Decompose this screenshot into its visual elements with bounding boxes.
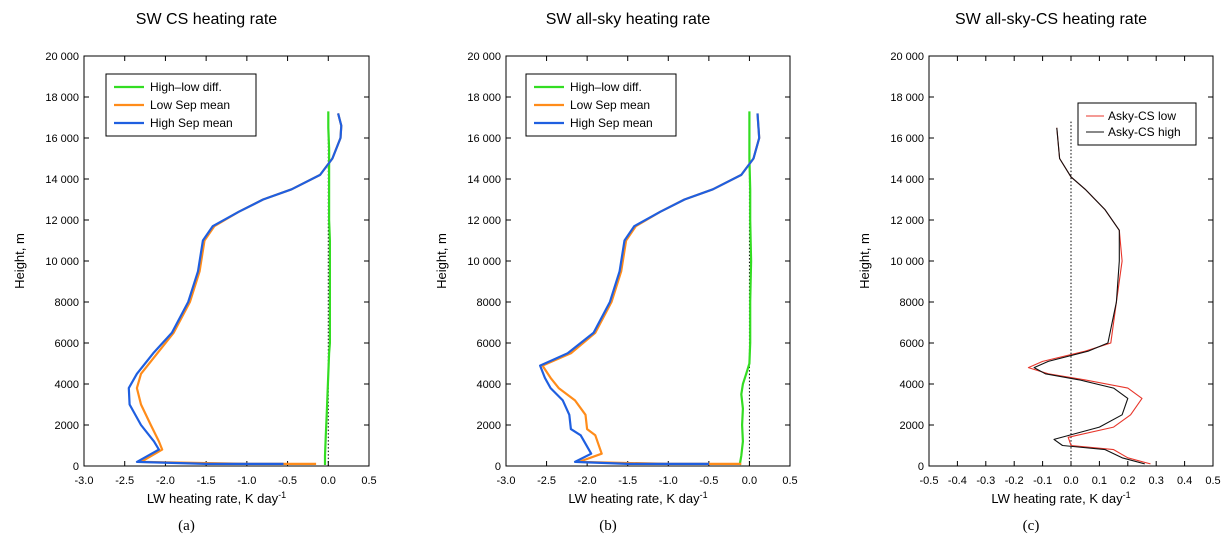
y-tick-label: 10 000	[890, 256, 924, 268]
x-tick-label: -3.0	[75, 475, 94, 487]
y-tick-label: 20 000	[467, 51, 501, 63]
legend-label: High Sep mean	[150, 116, 233, 130]
legend-label: High Sep mean	[570, 116, 653, 130]
y-tick-label: 2000	[477, 420, 501, 432]
y-axis-label: Height, m	[857, 233, 872, 289]
y-axis-label: Height, m	[434, 233, 449, 289]
chart-panel-b: SW all-sky heating rate 0 2000 4000 6000 8000…	[434, 11, 798, 534]
x-tick-label: -1.5	[618, 475, 637, 487]
series-line-1	[1027, 127, 1151, 465]
y-tick-label: 16 000	[45, 133, 79, 145]
x-tick-label: -0.3	[976, 475, 995, 487]
y-tick-label: 4000	[477, 379, 501, 391]
legend-label: Asky-CS high	[1108, 125, 1181, 139]
y-tick-label: 16 000	[890, 133, 924, 145]
y-tick-label: 2000	[900, 420, 924, 432]
y-tick-label: 4000	[900, 379, 924, 391]
legend-box	[1077, 102, 1197, 146]
x-tick-label: -0.5	[699, 475, 718, 487]
y-tick-label: 14 000	[890, 174, 924, 186]
panel-caption: (a)	[178, 518, 195, 534]
y-tick-label: 4000	[55, 379, 79, 391]
chart-title: SW all-sky-CS heating rate	[955, 11, 1147, 28]
x-tick-label: 0.0	[742, 475, 757, 487]
x-tick-label: -0.1	[1033, 475, 1052, 487]
x-axis-label: LW heating rate, K day-1	[568, 490, 707, 506]
legend-label: High–low diff.	[570, 80, 642, 94]
x-axis-label: LW heating rate, K day-1	[147, 490, 286, 506]
y-tick-label: 12 000	[467, 215, 501, 227]
panel-caption: (b)	[599, 518, 617, 534]
x-tick-label: -2.5	[115, 475, 134, 487]
x-tick-label: 0.0	[1063, 475, 1078, 487]
y-tick-label: 12 000	[45, 215, 79, 227]
y-tick-label: 18 000	[45, 92, 79, 104]
x-tick-label: 0.5	[361, 475, 376, 487]
x-tick-label: -0.4	[948, 475, 967, 487]
legend-label: Low Sep mean	[150, 98, 230, 112]
x-tick-label: -3.0	[497, 475, 516, 487]
y-tick-label: 6000	[477, 338, 501, 350]
y-axis-label: Height, m	[12, 233, 27, 289]
x-tick-label: 0.0	[321, 475, 336, 487]
panel-caption: (c)	[1023, 518, 1040, 534]
y-tick-label: 16 000	[467, 133, 501, 145]
series-line-1	[738, 111, 753, 466]
y-tick-label: 6000	[55, 338, 79, 350]
series-line-2	[541, 113, 761, 465]
y-tick-label: 2000	[55, 420, 79, 432]
y-tick-label: 18 000	[890, 92, 924, 104]
legend: High–low diff. Low Sep mean High Sep mean	[105, 73, 257, 137]
chart-title: SW CS heating rate	[136, 11, 278, 28]
x-tick-label: -1.0	[659, 475, 678, 487]
y-tick-label: 20 000	[45, 51, 79, 63]
x-tick-label: -2.0	[578, 475, 597, 487]
chart-panel-a: SW CS heating rate 0 2000 4000 6000 8000 10 00…	[12, 11, 377, 534]
y-tick-label: 14 000	[45, 174, 79, 186]
legend: High–low diff. Low Sep mean High Sep mean	[525, 73, 677, 137]
x-tick-label: -1.0	[237, 475, 256, 487]
x-tick-label: -0.5	[920, 475, 939, 487]
x-tick-label: 0.5	[782, 475, 797, 487]
x-tick-label: 0.3	[1149, 475, 1164, 487]
y-tick-label: 10 000	[467, 256, 501, 268]
y-tick-label: 0	[918, 461, 924, 473]
x-tick-label: -2.5	[537, 475, 556, 487]
y-tick-label: 0	[495, 461, 501, 473]
y-tick-label: 8000	[55, 297, 79, 309]
x-tick-label: 0.4	[1177, 475, 1192, 487]
series-line-3	[127, 113, 343, 465]
y-tick-label: 8000	[477, 297, 501, 309]
x-tick-label: 0.1	[1092, 475, 1107, 487]
series-line-3	[539, 113, 761, 465]
chart-panel-c: SW all-sky-CS heating rate 0 2000 4000 6000 8…	[857, 11, 1221, 534]
legend-label: Low Sep mean	[570, 98, 650, 112]
y-tick-label: 0	[73, 461, 79, 473]
y-tick-label: 20 000	[890, 51, 924, 63]
series-line-2	[1033, 127, 1145, 465]
legend-label: High–low diff.	[150, 80, 222, 94]
x-tick-label: -0.2	[1005, 475, 1024, 487]
x-axis-label: LW heating rate, K day-1	[991, 490, 1130, 506]
y-tick-label: 6000	[900, 338, 924, 350]
y-tick-label: 8000	[900, 297, 924, 309]
x-tick-label: -1.5	[197, 475, 216, 487]
legend-label: Asky-CS low	[1108, 109, 1176, 123]
series-line-2	[135, 113, 343, 465]
legend: Asky-CS low Asky-CS high	[1077, 102, 1197, 146]
x-tick-label: 0.2	[1120, 475, 1135, 487]
y-tick-label: 18 000	[467, 92, 501, 104]
y-tick-label: 12 000	[890, 215, 924, 227]
x-tick-label: 0.5	[1205, 475, 1220, 487]
chart-title: SW all-sky heating rate	[546, 11, 711, 28]
x-tick-label: -2.0	[156, 475, 175, 487]
x-tick-label: -0.5	[278, 475, 297, 487]
y-tick-label: 14 000	[467, 174, 501, 186]
y-tick-label: 10 000	[45, 256, 79, 268]
